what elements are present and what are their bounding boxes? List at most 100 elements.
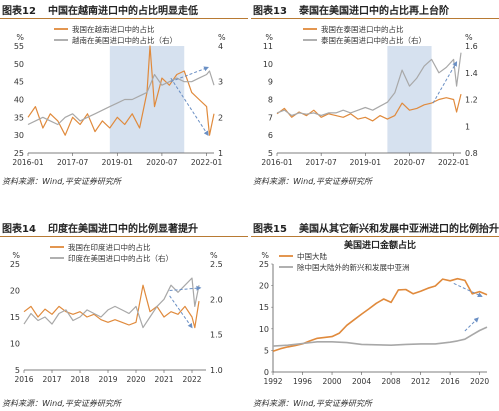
legend-label: 印度在美国进口中的占比（右） — [68, 253, 173, 263]
trend-arrow — [432, 61, 458, 104]
legend-label: 越南在美国进口中的占比（右） — [72, 35, 177, 45]
panel-header: 图表13 泰国在美国进口中的占比再上台阶 — [251, 0, 499, 19]
figure-title: 美国从其它新兴和发展中亚洲进口的比例抬升 — [299, 224, 499, 235]
x-tick-label: 2016-01 — [12, 158, 44, 167]
x-tick-label: 2017-07 — [305, 158, 337, 167]
legend-label: 我国在越南进口中的占比 — [72, 24, 155, 34]
y-tick-label-left: 10 — [259, 325, 269, 334]
y-tick-label-right: 1.6 — [465, 42, 478, 51]
shaded-period — [109, 46, 185, 153]
x-tick-label: 2022 — [182, 375, 201, 384]
series-line — [27, 70, 215, 126]
figure-title: 印度在美国进口中的比例显著提升 — [48, 224, 198, 235]
x-tick-label: 2020-07 — [394, 158, 426, 167]
legend-label: 我国在印度进口中的占比 — [68, 242, 151, 252]
x-tick-label: 1996 — [293, 377, 312, 386]
y-tick-label-left: 11 — [263, 42, 273, 51]
figure-number: 图表15 — [253, 224, 287, 235]
x-tick-label: 2019 — [98, 375, 117, 384]
panel-chart-12: 图表12 中国在越南进口中的占比明显走低 25 30 35 40 45 50 55% 1 2 3 4… — [0, 0, 248, 190]
y-tick-label-left: 35 — [14, 113, 24, 122]
figure-number: 图表13 — [253, 6, 287, 17]
y-tick-label-right: 1.0 — [210, 366, 223, 375]
panel-header: 图表12 中国在越南进口中的占比明显走低 — [0, 0, 248, 19]
shaded-period — [387, 46, 432, 153]
series-line — [23, 277, 200, 329]
y-tick-label-right: 1 — [218, 149, 223, 158]
x-tick-label: 2012 — [411, 377, 430, 386]
panel-chart-15: 图表15 美国从其它新兴和发展中亚洲进口的比例抬升 美国进口金额占比 0 5 10 15… — [251, 218, 499, 411]
x-tick-label: 2004 — [352, 377, 371, 386]
y-tick-label-left: 25 — [259, 260, 269, 269]
y-unit-right: % — [465, 33, 473, 42]
x-tick-label: 2000 — [322, 377, 341, 386]
trend-arrow — [170, 77, 209, 137]
figure-number: 图表12 — [2, 6, 36, 17]
x-tick-label: 2022-01 — [191, 158, 223, 167]
y-tick-label-left: 15 — [10, 313, 20, 322]
y-tick-label-left: 25 — [14, 149, 24, 158]
y-tick-label-left: 45 — [14, 78, 24, 87]
y-tick-label-right: 1.4 — [465, 69, 478, 78]
y-tick-label-right: 2.5 — [210, 260, 223, 269]
trend-arrow — [169, 295, 193, 329]
y-tick-label-left: 5 — [15, 366, 20, 375]
x-tick-label: 2008 — [382, 377, 401, 386]
y-tick-label-right: 2.0 — [210, 295, 223, 304]
y-unit-left: % — [265, 33, 273, 42]
chart-12: 25 30 35 40 45 50 55% 1 2 3 4% 2016-01 2017-07 2019-0… — [12, 24, 226, 167]
trend-arrow — [170, 66, 209, 83]
x-tick-label: 2021 — [154, 375, 173, 384]
y-tick-label-left: 10 — [263, 60, 273, 69]
series-line — [272, 326, 488, 347]
x-tick-label: 2017-07 — [57, 158, 89, 167]
figure-title: 中国在越南进口中的占比明显走低 — [48, 6, 198, 17]
legend-label: 除中国大陆外的新兴和发展中亚洲 — [297, 262, 410, 272]
series-line — [23, 284, 200, 329]
y-tick-label-left: 30 — [14, 131, 24, 140]
y-tick-label-left: 5 — [268, 149, 273, 158]
x-tick-label: 2016-01 — [261, 158, 293, 167]
y-tick-label-left: 15 — [259, 303, 269, 312]
x-tick-label: 2017 — [42, 375, 61, 384]
x-tick-label: 1992 — [263, 377, 282, 386]
y-tick-label-left: 8 — [268, 96, 273, 105]
series-line — [276, 93, 462, 122]
series-line — [276, 52, 462, 117]
source-note: 资料来源：Wind,平安证券研究所 — [2, 177, 121, 186]
y-tick-label-left: 10 — [10, 340, 20, 349]
y-tick-label-left: 9 — [268, 78, 273, 87]
figure-number: 图表14 — [2, 224, 36, 235]
chart-13: 5 6 7 8 9 10 11% 0.8 1 1.2 1.4 1.6% 2016-01 2017-07 20… — [261, 24, 478, 167]
trend-arrow — [464, 317, 479, 332]
series-line — [272, 277, 488, 353]
y-tick-label-left: 0 — [264, 368, 269, 377]
legend-label: 泰国在美国进口中的占比（右） — [321, 35, 426, 45]
y-tick-label-right: 1 — [465, 122, 470, 131]
y-tick-label-right: 4 — [218, 42, 223, 51]
y-tick-label-right: 2 — [218, 113, 223, 122]
legend-label: 我国在泰国进口中的占比 — [321, 24, 404, 34]
x-tick-label: 2020 — [470, 377, 489, 386]
trend-arrow — [453, 282, 483, 297]
y-tick-label-right: 0.8 — [465, 149, 478, 158]
panel-header: 图表14 印度在美国进口中的比例显著提升 — [0, 218, 248, 237]
x-tick-label: 2018 — [70, 375, 89, 384]
y-tick-label-left: 55 — [14, 42, 24, 51]
y-tick-label-left: 20 — [259, 282, 269, 291]
source-note: 资料来源：Wind,平安证券研究所 — [253, 177, 372, 186]
source-note: 资料来源：Wind,平安证券研究所 — [2, 399, 121, 408]
y-tick-label-left: 5 — [264, 346, 269, 355]
y-tick-label-left: 50 — [14, 60, 24, 69]
y-tick-label-left: 7 — [268, 113, 273, 122]
chart-15: 美国进口金额占比 0 5 10 15 20 25% 1992 1996 2000 2004 2008 2… — [259, 239, 490, 386]
x-tick-label: 2016 — [441, 377, 460, 386]
y-unit-left: % — [16, 33, 24, 42]
y-unit-right: % — [218, 33, 226, 42]
y-unit-left: % — [12, 251, 20, 260]
trend-arrow — [169, 285, 202, 291]
y-unit-right: % — [210, 251, 218, 260]
x-tick-label: 2022-01 — [438, 158, 470, 167]
panel-chart-13: 图表13 泰国在美国进口中的占比再上台阶 5 6 7 8 9 10 11% 0.8 1 1.2 1.… — [251, 0, 499, 190]
y-tick-label-right: 1.5 — [210, 331, 223, 340]
